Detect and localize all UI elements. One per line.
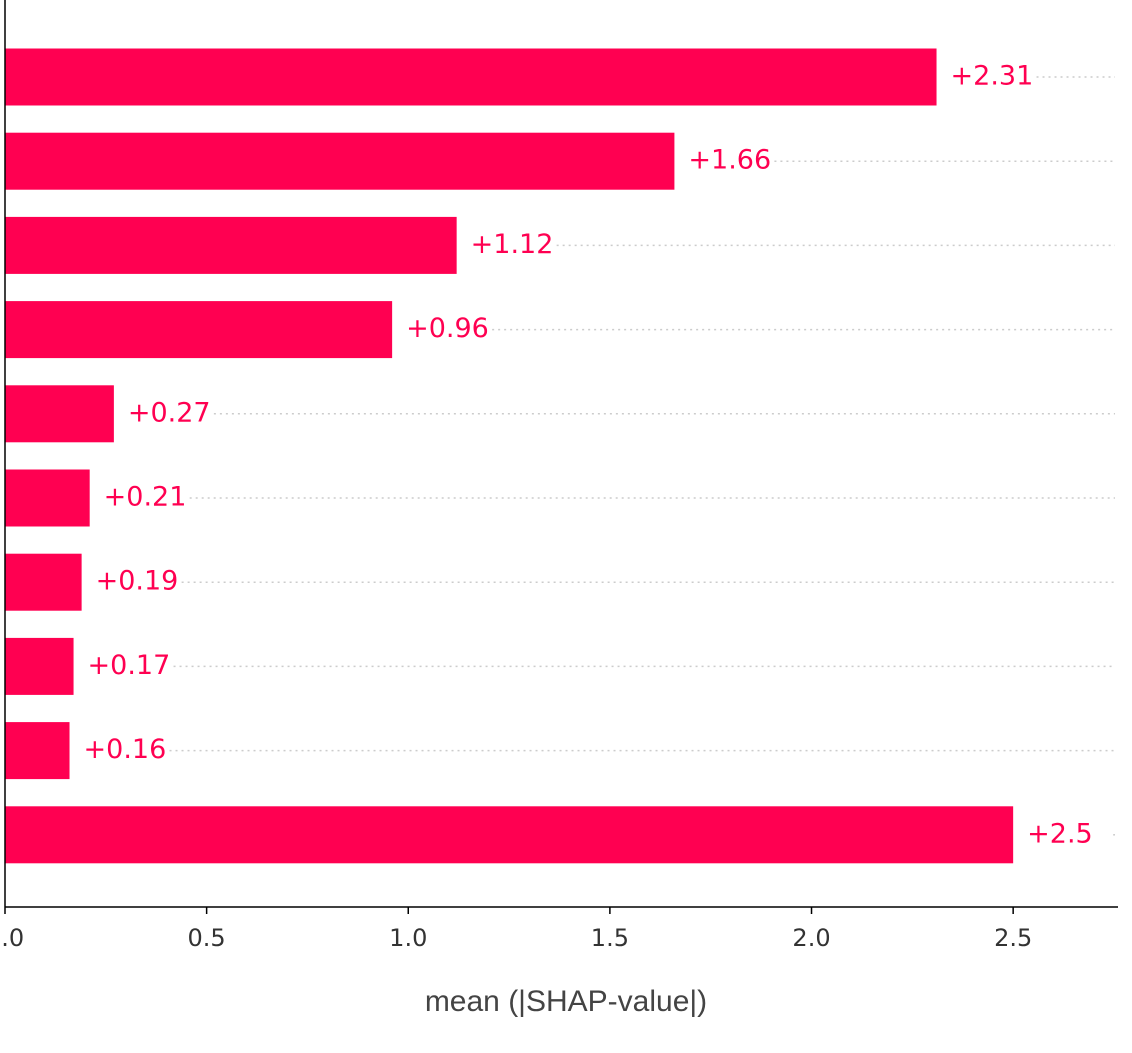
value-label: +0.27	[128, 397, 211, 428]
value-label: +0.19	[96, 566, 179, 597]
x-axis-title: mean (|SHAP-value|)	[425, 985, 707, 1018]
bar	[5, 806, 1014, 864]
bar	[5, 301, 393, 359]
bar	[5, 48, 937, 106]
x-tick-label: 0.0	[0, 924, 24, 952]
bar	[5, 469, 90, 527]
x-tick-label: 1.5	[591, 924, 629, 952]
bar	[5, 385, 114, 443]
x-tick-label: 1.0	[389, 924, 427, 952]
value-label: +0.17	[88, 650, 171, 681]
bar	[5, 216, 457, 274]
value-label: +2.5	[1027, 818, 1093, 849]
value-label: +0.21	[104, 482, 187, 513]
value-label: +1.66	[688, 145, 771, 176]
bar	[5, 637, 74, 695]
bar	[5, 553, 82, 611]
x-tick-label: 2.0	[792, 924, 830, 952]
value-label: +2.31	[951, 61, 1034, 92]
x-tick-label: 2.5	[994, 924, 1032, 952]
value-label: +1.12	[471, 229, 554, 260]
bar	[5, 722, 70, 780]
bar	[5, 132, 675, 190]
x-tick-label: 0.5	[188, 924, 226, 952]
value-label: +0.16	[84, 734, 167, 765]
value-label: +0.96	[406, 313, 489, 344]
